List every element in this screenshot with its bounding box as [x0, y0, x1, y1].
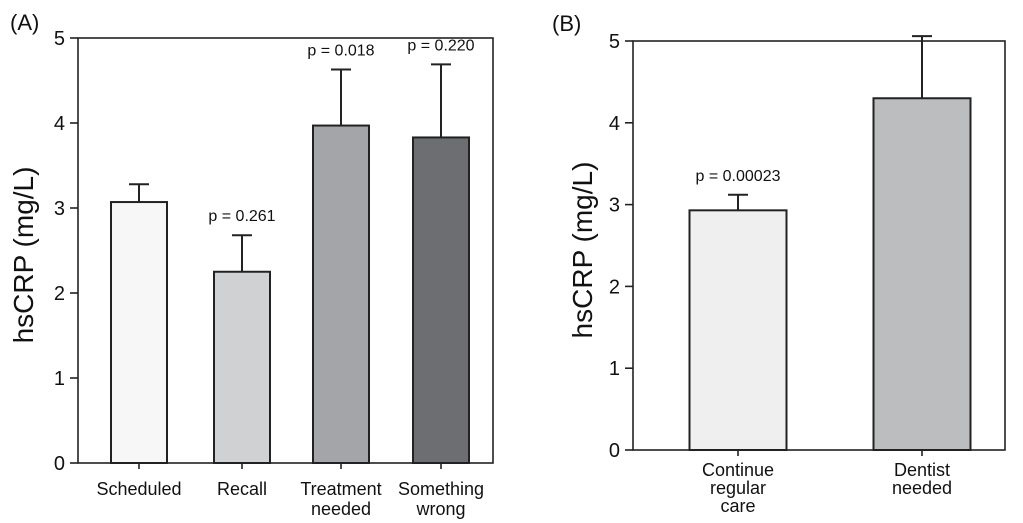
panel-a-bar-1 — [213, 270, 271, 464]
panel-a-ytick-label-0: 0 — [54, 453, 65, 475]
panel-a-category-label-2-0: Treatment — [300, 479, 381, 499]
panel-a-bar-3 — [412, 136, 470, 464]
panel-b-ytick-label-3: 3 — [609, 195, 620, 217]
panel-b-category-label-1-1: needed — [892, 478, 952, 498]
panel-b-ytick-label-2: 2 — [609, 276, 620, 298]
panel-b-annotation-0: p = 0.00023 — [696, 168, 781, 185]
panel-a-category-label-1-0: Recall — [217, 479, 267, 499]
panel-a-ytick-label-4: 4 — [54, 113, 65, 135]
panel-b-category-label-1-0: Dentist — [894, 460, 950, 480]
panel-a-ytick-label-5: 5 — [54, 28, 65, 50]
panel-a-category-label-2-1: needed — [311, 499, 371, 519]
panel-b-category-label-0-2: care — [720, 496, 755, 516]
panel-b-ytick-label-1: 1 — [609, 358, 620, 380]
panel-b-category-label-0-0: Continue — [702, 460, 774, 480]
panel-b-ytick-label-4: 4 — [609, 113, 620, 135]
panel-a-category-label-3-1: wrong — [415, 499, 465, 519]
panel-a-annotation-3: p = 0.220 — [407, 37, 474, 54]
panel-a-label: (A) — [10, 10, 39, 35]
panel-a-frame — [77, 37, 494, 464]
panel-a-annotation-2: p = 0.018 — [307, 42, 374, 59]
panel-a-annotation-1: p = 0.261 — [208, 208, 275, 225]
panel-b-bar-0 — [688, 209, 788, 451]
panel-a-bar-2 — [312, 124, 370, 465]
panel-b-ylabel: hsCRP (mg/L) — [567, 162, 598, 339]
panel-b-ytick-label-0: 0 — [609, 440, 620, 462]
panel-b-category-label-0-1: regular — [710, 478, 766, 498]
panel-a-bar-0 — [110, 201, 168, 465]
panel-b-bar-1 — [872, 97, 972, 451]
panel-a-ytick-label-2: 2 — [54, 283, 65, 305]
panel-b-ytick-label-5: 5 — [609, 31, 620, 53]
panel-a-category-label-3-0: Something — [398, 479, 484, 499]
panel-a-ytick-label-1: 1 — [54, 368, 65, 390]
panel-a-ytick-label-3: 3 — [54, 198, 65, 220]
panel-b-label: (B) — [552, 11, 581, 36]
panel-a-category-label-0-0: Scheduled — [96, 479, 181, 499]
panel-b-frame — [632, 40, 1006, 451]
panel-a-ylabel: hsCRP (mg/L) — [8, 167, 39, 344]
